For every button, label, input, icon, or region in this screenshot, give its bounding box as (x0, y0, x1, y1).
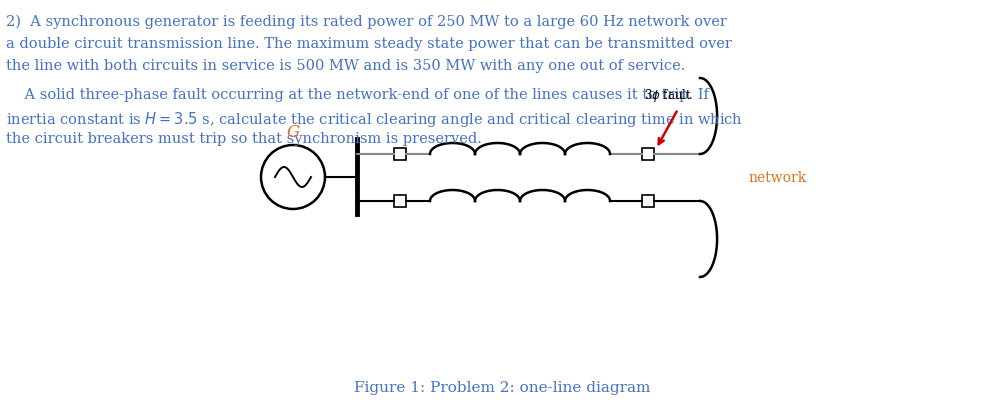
Text: Figure 1: Problem 2: one-line diagram: Figure 1: Problem 2: one-line diagram (353, 380, 650, 394)
Bar (393, 196, 405, 207)
Bar (641, 148, 653, 161)
Text: network: network (747, 171, 805, 185)
Text: the line with both circuits in service is 500 MW and is 350 MW with any one out : the line with both circuits in service i… (6, 59, 685, 73)
Text: 2)  A synchronous generator is feeding its rated power of 250 MW to a large 60 H: 2) A synchronous generator is feeding it… (6, 15, 726, 29)
Text: A solid three-phase fault occurring at the network-end of one of the lines cause: A solid three-phase fault occurring at t… (6, 88, 708, 102)
Text: a double circuit transmission line. The maximum steady state power that can be t: a double circuit transmission line. The … (6, 37, 731, 51)
Text: the circuit breakers must trip so that synchronism is preserved.: the circuit breakers must trip so that s… (6, 132, 481, 146)
Bar (393, 148, 405, 161)
Text: inertia constant is $H = 3.5$ s, calculate the critical clearing angle and criti: inertia constant is $H = 3.5$ s, calcula… (6, 110, 742, 129)
Text: 3$\phi$ fault: 3$\phi$ fault (643, 87, 691, 104)
Bar (641, 196, 653, 207)
Text: G: G (286, 124, 299, 141)
